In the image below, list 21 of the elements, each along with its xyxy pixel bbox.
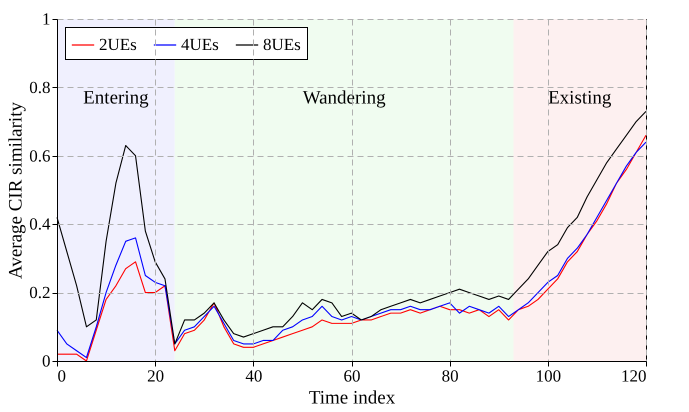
y-tick-label: 0.8 <box>29 78 50 97</box>
y-tick-label: 0.4 <box>29 214 51 234</box>
x-tick-label: 100 <box>536 366 562 386</box>
x-tick-label: 40 <box>245 366 262 386</box>
y-tick-label: 0.6 <box>29 146 50 166</box>
band-label: Existing <box>548 88 612 109</box>
y-tick-label: 1 <box>42 10 50 28</box>
legend-label: 4UEs <box>181 35 219 54</box>
y-tick-label: 0.2 <box>29 283 50 302</box>
x-axis-title: Time index <box>308 388 396 408</box>
legend-label: 2UEs <box>99 35 137 54</box>
band-label: Entering <box>83 88 150 109</box>
legend-label: 8UEs <box>263 35 301 54</box>
y-axis-title: Average CIR similarity <box>5 102 26 279</box>
band-label: Wandering <box>302 88 386 109</box>
x-tick-label: 60 <box>344 366 360 386</box>
x-tick-label: 0 <box>58 366 66 386</box>
x-tick-label: 120 <box>621 366 646 386</box>
y-tick-label: 0 <box>42 352 50 370</box>
x-tick-label: 80 <box>442 366 459 386</box>
x-tick-label: 20 <box>147 366 164 386</box>
